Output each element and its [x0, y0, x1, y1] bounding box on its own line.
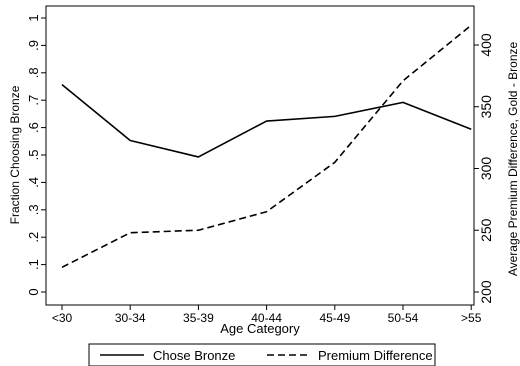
x-tick-label: 30-34: [115, 311, 146, 325]
x-tick-label: 50-54: [388, 311, 419, 325]
series-layer: [61, 24, 472, 269]
left-tick-label: 0: [26, 288, 41, 295]
left-tick-label: .8: [26, 67, 41, 78]
left-tick-label: .9: [26, 40, 41, 51]
left-axis-ticks: 0 .1 .2 .3 .4 .5 .6 .7 .8 .9 1: [26, 14, 46, 296]
right-tick-label: 200: [478, 280, 494, 304]
left-tick-label: .1: [26, 259, 41, 270]
x-axis-ticks: <30 30-34 35-39 40-44 45-49 50-54 >55: [52, 305, 482, 325]
right-tick-label: 400: [478, 33, 494, 57]
left-tick-label: .5: [26, 150, 41, 161]
left-tick-label: 1: [26, 14, 41, 21]
left-tick-label: .2: [26, 232, 41, 243]
left-tick-label: .6: [26, 122, 41, 133]
x-tick-label: <30: [52, 311, 73, 325]
right-tick-label: 300: [478, 157, 494, 181]
left-tick-label: .7: [26, 95, 41, 106]
y-right-axis-label: Average Premium Difference, Gold - Bronz…: [506, 42, 520, 277]
legend: Chose Bronze Premium Difference: [88, 343, 436, 366]
right-tick-label: 350: [478, 95, 494, 119]
series-line-chose-bronze: [61, 83, 472, 158]
y-left-axis-label: Fraction Choosing Bronze: [8, 85, 22, 224]
x-tick-label: 40-44: [251, 311, 282, 325]
series-line-premium-difference: [61, 24, 472, 269]
left-tick-label: .4: [26, 177, 41, 188]
x-tick-label: 45-49: [319, 311, 350, 325]
right-axis-ticks: 200 250 300 350 400: [474, 33, 494, 304]
x-tick-label: 35-39: [183, 311, 214, 325]
right-tick-label: 250: [478, 218, 494, 242]
x-tick-label: >55: [461, 311, 482, 325]
plot-frame: [45, 5, 475, 306]
x-axis-label: Age Category: [220, 321, 300, 336]
left-tick-label: .3: [26, 204, 41, 215]
legend-label-chose-bronze: Chose Bronze: [153, 348, 235, 363]
legend-box: [88, 343, 436, 366]
legend-label-premium-difference: Premium Difference: [318, 348, 433, 363]
